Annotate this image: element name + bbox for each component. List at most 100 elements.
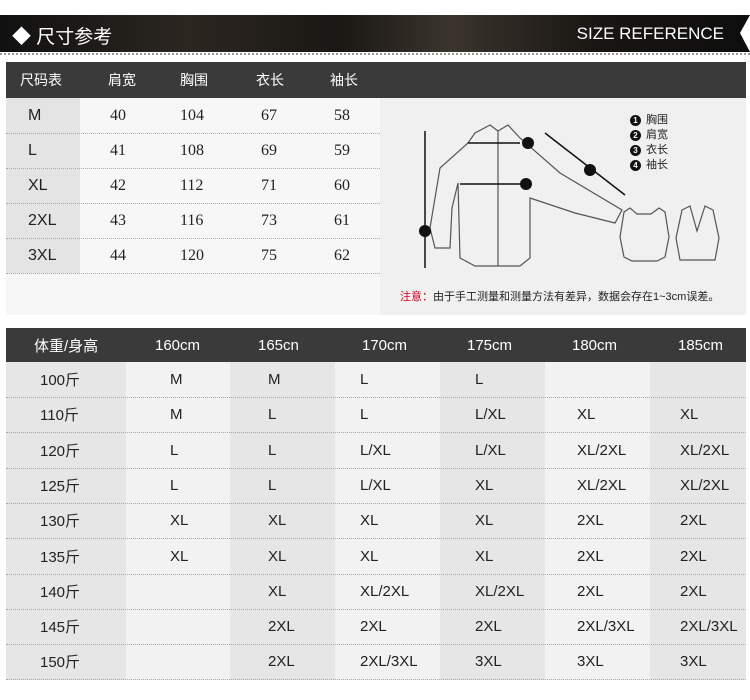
size-value: 73 (261, 211, 277, 229)
note-label: 注意： (400, 291, 433, 303)
row-divider (6, 502, 746, 504)
size-recommendation: 3XL (475, 653, 502, 671)
size-recommendation: 2XL (475, 618, 502, 636)
size-recommendation: XL (360, 547, 379, 565)
size-recommendation: L (360, 371, 369, 388)
size-table-header (6, 62, 746, 98)
divider (0, 53, 750, 55)
legend-item: 3 衣长 (630, 143, 668, 158)
size-recommendation: L (170, 441, 179, 459)
weight-label: 120斤 (40, 442, 81, 460)
size-recommendation: L (268, 406, 277, 424)
column-bg (230, 362, 335, 680)
size-value: 75 (261, 246, 277, 264)
size-value: 116 (180, 211, 204, 229)
size-recommendation: XL (360, 512, 379, 530)
row-divider (6, 203, 380, 204)
size-recommendation: XL (170, 547, 189, 565)
size-recommendation: XL (170, 512, 189, 530)
measurement-diagram (380, 98, 746, 315)
size-recommendation: L (268, 441, 277, 459)
row-divider (6, 238, 380, 239)
column-bg (440, 362, 545, 680)
size-recommendation: XL/2XL (680, 476, 730, 494)
row-divider (6, 467, 746, 469)
size-recommendation: L (475, 371, 484, 388)
size-value: 59 (334, 141, 350, 159)
row-divider (6, 168, 380, 169)
size-value: 69 (261, 141, 277, 159)
size-value: 61 (334, 211, 350, 229)
size-recommendation: L/XL (360, 441, 391, 459)
column-bg (650, 362, 746, 680)
size-column-bg (6, 98, 80, 273)
column-header: 165cn (258, 336, 299, 354)
size-recommendation: 2XL (577, 512, 604, 530)
size-recommendation: XL (268, 547, 287, 565)
size-recommendation: 2XL/3XL (360, 653, 418, 671)
size-recommendation: M (268, 371, 281, 388)
banner-notch (740, 15, 750, 52)
row-divider (6, 432, 746, 434)
column-header: 尺码表 (20, 72, 62, 88)
column-bg (335, 362, 440, 680)
row-divider (6, 538, 746, 540)
row-divider (6, 608, 746, 610)
size-value: 60 (334, 176, 350, 194)
weight-label: 140斤 (40, 583, 81, 601)
size-recommendation: XL (475, 512, 494, 530)
size-value: 40 (110, 106, 126, 124)
size-value: 104 (180, 106, 204, 124)
row-divider (6, 273, 380, 274)
size-recommendation: L/XL (475, 406, 506, 424)
column-bg (126, 362, 230, 680)
size-value: 58 (334, 106, 350, 124)
size-recommendation: 3XL (577, 653, 604, 671)
column-bg (6, 362, 126, 680)
size-recommendation: L (170, 476, 179, 494)
column-header: 185cm (678, 336, 724, 354)
size-recommendation: XL/2XL (577, 441, 627, 459)
shirt-diagram-icon (419, 124, 720, 268)
size-recommendation: XL/2XL (360, 582, 410, 600)
size-label: L (28, 141, 37, 159)
size-recommendation: XL/2XL (475, 582, 525, 600)
column-header: 体重/身高 (34, 337, 99, 355)
size-recommendation: L/XL (360, 476, 391, 494)
weight-label: 100斤 (40, 372, 81, 389)
size-recommendation: 2XL (680, 582, 707, 600)
column-header: 180cm (572, 336, 618, 354)
column-header: 肩宽 (108, 72, 136, 88)
weight-label: 150斤 (40, 654, 81, 672)
size-footer-bg (6, 273, 80, 315)
legend-item: 2 肩宽 (630, 128, 668, 143)
size-value: 120 (180, 246, 204, 264)
diagram-legend: 1 胸围 2 肩宽 3 衣长 4 袖长 (630, 113, 668, 173)
banner-subtitle: SIZE REFERENCE (576, 24, 724, 43)
column-header: 袖长 (330, 72, 358, 88)
weight-label: 135斤 (40, 548, 81, 566)
size-label: XL (28, 176, 48, 194)
column-header: 170cm (362, 336, 408, 354)
weight-label: 110斤 (40, 407, 79, 425)
size-value: 71 (261, 176, 277, 194)
size-recommendation: 3XL (680, 653, 707, 671)
data-bg (80, 98, 380, 315)
size-value: 62 (334, 246, 350, 264)
size-value: 67 (261, 106, 277, 124)
size-value: 44 (110, 246, 126, 264)
size-recommendation: XL/2XL (577, 476, 627, 494)
column-header: 160cm (155, 336, 201, 354)
size-recommendation: M (170, 406, 183, 424)
legend-item: 1 胸围 (630, 113, 668, 128)
size-value: 42 (110, 176, 126, 194)
size-recommendation: XL (475, 547, 494, 565)
size-value: 112 (180, 176, 204, 194)
column-header: 衣长 (256, 72, 284, 88)
legend-item: 4 袖长 (630, 158, 668, 173)
banner-title: ◆ 尺寸参考 (12, 27, 113, 48)
row-divider (6, 397, 746, 398)
weight-label: 130斤 (40, 513, 81, 531)
size-recommendation: XL (268, 582, 287, 600)
size-value: 43 (110, 211, 126, 229)
